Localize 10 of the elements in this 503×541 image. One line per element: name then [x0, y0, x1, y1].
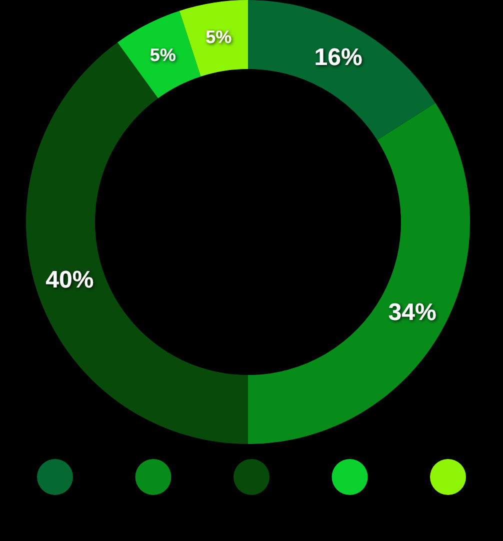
- data-label: 5%: [150, 44, 176, 65]
- data-label: 5%: [206, 26, 232, 47]
- donut-slice: [248, 0, 436, 140]
- data-label: 16%: [314, 44, 362, 72]
- data-label: 34%: [388, 298, 436, 326]
- donut-slice: [26, 42, 248, 444]
- donut-slice: [248, 103, 470, 444]
- data-label: 40%: [46, 266, 94, 294]
- donut-slice: [179, 0, 248, 76]
- donut-slice: [118, 10, 201, 98]
